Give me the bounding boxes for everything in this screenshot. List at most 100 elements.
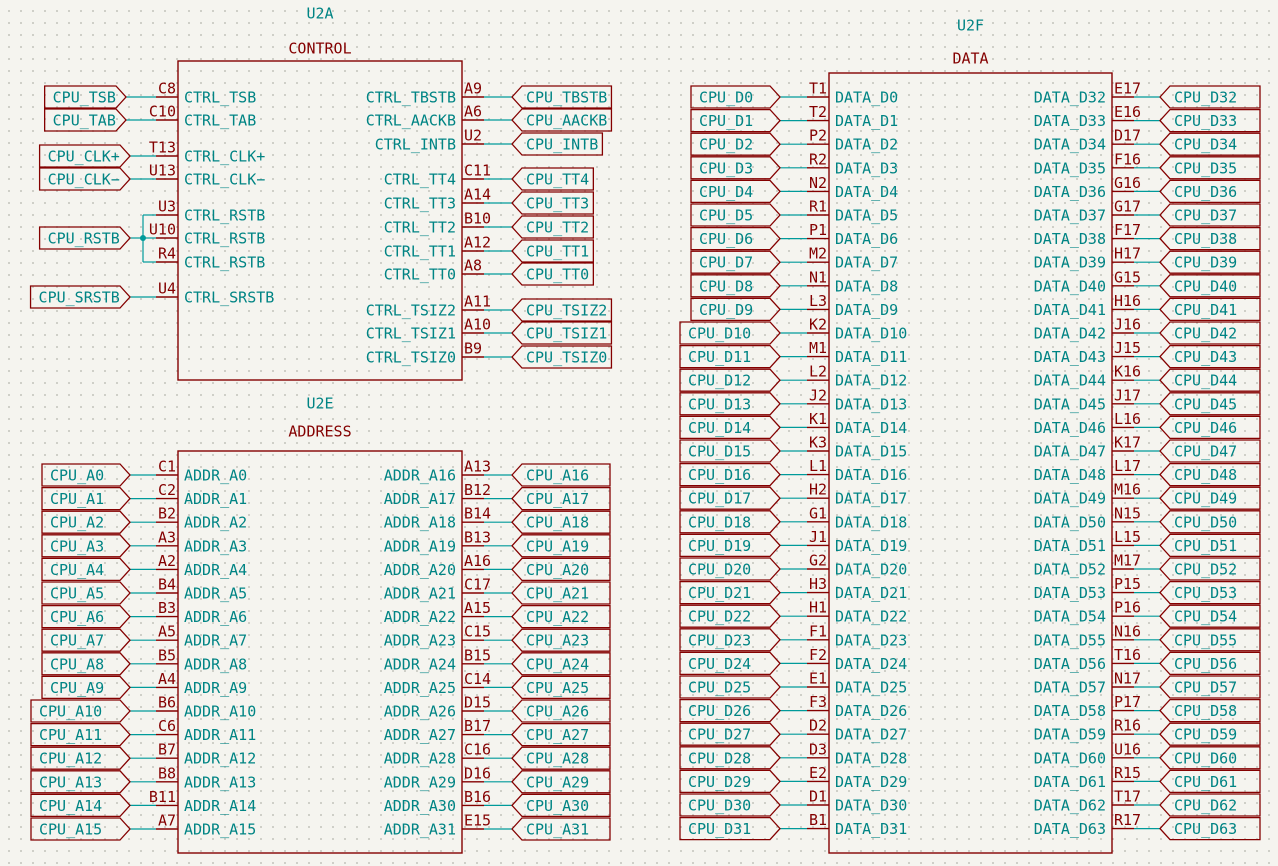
net-label[interactable]: CPU_D22 xyxy=(679,604,781,628)
net-label[interactable]: CPU_D56 xyxy=(1159,651,1261,676)
net-label[interactable]: CPU_A9 xyxy=(41,675,131,700)
net-label[interactable]: CPU_D28 xyxy=(679,746,781,770)
net-label[interactable]: CPU_A30 xyxy=(511,793,611,818)
net-label[interactable]: CPU_D52 xyxy=(1159,557,1261,581)
net-label[interactable]: CPU_D39 xyxy=(1159,250,1261,274)
net-label[interactable]: CPU_TSIZ2 xyxy=(511,298,613,322)
net-label[interactable]: CPU_D7 xyxy=(690,250,781,274)
net-label[interactable]: CPU_A29 xyxy=(511,770,611,794)
net-label[interactable]: CPU_SRSTB xyxy=(29,285,131,309)
net-label[interactable]: CPU_CLK− xyxy=(38,167,131,191)
net-label[interactable]: CPU_D40 xyxy=(1159,274,1261,298)
net-label[interactable]: CPU_D58 xyxy=(1159,698,1261,723)
net-label[interactable]: CPU_A28 xyxy=(511,746,611,770)
net-label[interactable]: CPU_D37 xyxy=(1159,203,1261,227)
net-label[interactable]: CPU_A16 xyxy=(511,463,611,487)
net-label[interactable]: CPU_D25 xyxy=(679,675,781,699)
net-label[interactable]: CPU_D8 xyxy=(690,274,781,298)
net-label[interactable]: CPU_A18 xyxy=(511,510,611,534)
net-label[interactable]: CPU_TT2 xyxy=(511,215,594,239)
net-label[interactable]: CPU_TAB xyxy=(44,108,127,132)
net-label[interactable]: CPU_RSTB xyxy=(38,226,131,250)
net-label[interactable]: CPU_D38 xyxy=(1159,226,1261,251)
net-label[interactable]: CPU_D21 xyxy=(679,580,781,605)
net-label[interactable]: CPU_A0 xyxy=(41,463,131,487)
net-label[interactable]: CPU_D61 xyxy=(1159,769,1261,794)
net-label[interactable]: CPU_TT1 xyxy=(511,239,594,263)
net-label[interactable]: CPU_D6 xyxy=(690,226,781,251)
net-label[interactable]: CPU_D9 xyxy=(690,297,781,322)
net-label[interactable]: CPU_D42 xyxy=(1159,321,1261,345)
net-label[interactable]: CPU_TT0 xyxy=(511,262,594,286)
net-label[interactable]: CPU_D30 xyxy=(679,793,781,817)
net-label[interactable]: CPU_TBSTB xyxy=(511,85,613,109)
net-label[interactable]: CPU_A19 xyxy=(511,534,611,558)
net-label[interactable]: CPU_A20 xyxy=(511,557,611,582)
net-label[interactable]: CPU_D31 xyxy=(679,816,781,841)
net-label[interactable]: CPU_AACKB xyxy=(511,108,613,132)
net-label[interactable]: CPU_D10 xyxy=(679,321,781,345)
net-label[interactable]: CPU_D51 xyxy=(1159,533,1261,558)
net-label[interactable]: CPU_D18 xyxy=(679,510,781,534)
net-label[interactable]: CPU_D3 xyxy=(690,156,781,180)
net-label[interactable]: CPU_D12 xyxy=(679,368,781,392)
net-label[interactable]: CPU_TSB xyxy=(44,85,127,109)
net-label[interactable]: CPU_A13 xyxy=(30,770,131,794)
net-label[interactable]: CPU_A10 xyxy=(30,699,131,723)
net-label[interactable]: CPU_D49 xyxy=(1159,486,1261,510)
net-label[interactable]: CPU_A26 xyxy=(511,699,611,723)
net-label[interactable]: CPU_D45 xyxy=(1159,392,1261,416)
net-label[interactable]: CPU_D2 xyxy=(690,132,781,156)
net-label[interactable]: CPU_D24 xyxy=(679,651,781,676)
net-label[interactable]: CPU_INTB xyxy=(511,132,604,156)
net-label[interactable]: CPU_D46 xyxy=(1159,415,1261,440)
net-label[interactable]: CPU_A14 xyxy=(30,793,131,818)
net-label[interactable]: CPU_A1 xyxy=(41,486,131,511)
symbol-u2f[interactable]: U2F DATA T1 DATA_D0 T2 DATA_D1 P2 DATA_D2 R2 DATA… xyxy=(679,17,1261,854)
net-label[interactable]: CPU_A24 xyxy=(511,652,611,676)
net-label[interactable]: CPU_A23 xyxy=(511,628,611,652)
net-label[interactable]: CPU_D62 xyxy=(1159,793,1261,817)
net-label[interactable]: CPU_D35 xyxy=(1159,156,1261,180)
net-label[interactable]: CPU_D43 xyxy=(1159,344,1261,369)
symbol-u2a[interactable]: U2A CONTROL C8 CTRL_TSB C10 CTRL_TAB T13 CTRL_C… xyxy=(29,5,613,381)
net-label[interactable]: CPU_D5 xyxy=(690,203,781,227)
symbol-u2e[interactable]: U2E ADDRESS C1 ADDR_A0 C2 ADDR_A1 B2 ADDR_A2 A3 A… xyxy=(30,395,611,854)
net-label[interactable]: CPU_A15 xyxy=(30,817,131,841)
net-label[interactable]: CPU_TT4 xyxy=(511,167,594,191)
net-label[interactable]: CPU_D14 xyxy=(679,415,781,440)
net-label[interactable]: CPU_A6 xyxy=(41,604,131,629)
net-label[interactable]: CPU_D36 xyxy=(1159,179,1261,204)
net-label[interactable]: CPU_D34 xyxy=(1159,132,1261,156)
net-label[interactable]: CPU_D47 xyxy=(1159,439,1261,463)
net-label[interactable]: CPU_D16 xyxy=(679,462,781,487)
net-label[interactable]: CPU_A31 xyxy=(511,817,611,841)
net-label[interactable]: CPU_TSIZ1 xyxy=(511,321,613,345)
net-label[interactable]: CPU_D33 xyxy=(1159,108,1261,133)
net-label[interactable]: CPU_A4 xyxy=(41,557,131,582)
net-label[interactable]: CPU_D15 xyxy=(679,439,781,463)
net-label[interactable]: CPU_A27 xyxy=(511,722,611,747)
net-label[interactable]: CPU_D57 xyxy=(1159,675,1261,699)
net-label[interactable]: CPU_D13 xyxy=(679,392,781,416)
net-label[interactable]: CPU_A25 xyxy=(511,675,611,700)
net-label[interactable]: CPU_D0 xyxy=(690,85,781,109)
net-label[interactable]: CPU_D55 xyxy=(1159,628,1261,652)
net-label[interactable]: CPU_A2 xyxy=(41,510,131,534)
net-label[interactable]: CPU_A8 xyxy=(41,652,131,676)
net-label[interactable]: CPU_CLK+ xyxy=(38,144,131,168)
net-label[interactable]: CPU_A22 xyxy=(511,604,611,629)
net-label[interactable]: CPU_D20 xyxy=(679,557,781,581)
net-label[interactable]: CPU_D41 xyxy=(1159,297,1261,322)
net-label[interactable]: CPU_D1 xyxy=(690,108,781,133)
net-label[interactable]: CPU_D32 xyxy=(1159,85,1261,109)
net-label[interactable]: CPU_A12 xyxy=(30,746,131,770)
net-label[interactable]: CPU_D4 xyxy=(690,179,781,204)
net-label[interactable]: CPU_D27 xyxy=(679,722,781,746)
net-label[interactable]: CPU_A5 xyxy=(41,581,131,605)
net-label[interactable]: CPU_TT3 xyxy=(511,191,594,215)
net-label[interactable]: CPU_D54 xyxy=(1159,604,1261,628)
net-label[interactable]: CPU_D44 xyxy=(1159,368,1261,392)
net-label[interactable]: CPU_A3 xyxy=(41,534,131,558)
net-label[interactable]: CPU_D26 xyxy=(679,698,781,723)
